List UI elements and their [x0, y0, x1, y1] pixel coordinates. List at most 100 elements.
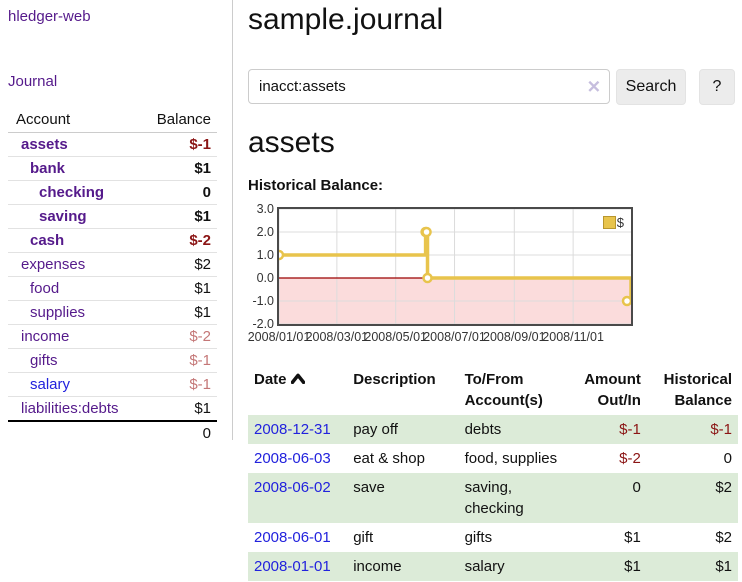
account-row: assets $-1 — [8, 133, 217, 157]
register-description: income — [353, 558, 402, 575]
register-amount: $-2 — [619, 450, 641, 467]
register-date-link[interactable]: 2008-06-03 — [254, 450, 331, 467]
register-accounts: debts — [464, 421, 502, 438]
y-tick-label: 3.0 — [256, 202, 274, 216]
account-row: supplies $1 — [8, 300, 217, 325]
account-link[interactable]: salary — [30, 376, 71, 393]
account-row: saving $1 — [8, 204, 217, 229]
sort-ascending-icon — [290, 373, 305, 385]
legend-label: $ — [616, 215, 624, 230]
y-tick-label: 0.0 — [256, 271, 274, 285]
register-description: eat & shop — [353, 450, 425, 467]
chart-plot-area: $ — [277, 207, 633, 326]
register-col-amount: Amount Out/In — [584, 371, 641, 409]
register-table: Date Description To/From Account(s) Amou… — [248, 365, 738, 581]
account-balance: $-2 — [143, 228, 217, 253]
register-accounts: saving, checking — [464, 479, 524, 517]
chart-x-axis: 2008/01/01 2008/03/01 2008/05/01 2008/07/01… — [248, 330, 641, 346]
account-balance: $-1 — [189, 136, 211, 153]
accounts-table: Account Balance assets $-1 bank $1 check… — [8, 108, 217, 445]
account-row: gifts $-1 — [8, 348, 217, 373]
register-description: save — [353, 479, 385, 496]
account-link[interactable]: cash — [30, 232, 65, 249]
accounts-header-row: Account Balance — [8, 108, 217, 133]
register-col-description: Description — [353, 371, 436, 388]
account-balance: $-1 — [143, 348, 217, 373]
register-accounts: gifts — [464, 529, 493, 546]
register-amount: $1 — [624, 558, 641, 575]
register-description: gift — [353, 529, 374, 546]
account-balance: $1 — [143, 156, 217, 181]
sidebar: hledger-web Journal Account Balance asse… — [0, 0, 233, 445]
account-link[interactable]: saving — [39, 208, 87, 225]
account-link[interactable]: food — [30, 280, 60, 297]
search-button[interactable]: Search — [616, 68, 686, 105]
register-balance: $2 — [715, 479, 732, 496]
account-link[interactable]: gifts — [30, 352, 58, 369]
register-header-row: Date Description To/From Account(s) Amou… — [248, 365, 738, 415]
sidebar-accounts-body: assets $-1 bank $1 checking 0 saving $1 … — [8, 133, 217, 421]
register-accounts: salary — [464, 558, 505, 575]
x-tick-label: 2008/11/01 — [542, 330, 604, 344]
clear-search-icon[interactable]: ✕ — [586, 77, 601, 96]
register-row: 2008-06-03 eat & shop food, supplies $-2… — [248, 444, 738, 473]
account-balance: $-2 — [143, 324, 217, 349]
y-tick-label: 2.0 — [256, 225, 274, 239]
register-date-link[interactable]: 2008-01-01 — [254, 558, 331, 575]
y-tick-label: -2.0 — [252, 317, 274, 331]
register-date-link[interactable]: 2008-06-02 — [254, 479, 331, 496]
x-tick-label: 2008/07/01 — [423, 330, 486, 344]
accounts-col-balance: Balance — [143, 108, 217, 133]
register-col-date[interactable]: Date — [248, 365, 347, 415]
account-row: food $1 — [8, 276, 217, 301]
register-amount: 0 — [632, 479, 641, 496]
y-tick-label: -1.0 — [252, 294, 274, 308]
register-date-link[interactable]: 2008-06-01 — [254, 529, 331, 546]
chart-y-axis: 3.0 2.0 1.0 0.0 -1.0 -2.0 — [248, 202, 274, 331]
register-row: 2008-12-31 pay off debts $-1 $-1 — [248, 415, 738, 444]
chart-canvas — [279, 209, 631, 324]
y-tick-label: 1.0 — [256, 248, 274, 262]
account-row: income $-2 — [8, 324, 217, 349]
register-amount: $1 — [624, 529, 641, 546]
chart-title: Historical Balance: — [248, 177, 384, 194]
register-date-link[interactable]: 2008-12-31 — [254, 421, 331, 438]
main-content: sample.journal ✕ Search ? assets Histori… — [248, 0, 738, 581]
x-tick-label: 2008/01/01 — [247, 330, 311, 344]
register-balance: $-1 — [710, 421, 732, 438]
register-row: 2008-06-01 gift gifts $1 $2 — [248, 523, 738, 552]
account-link[interactable]: assets — [21, 136, 68, 153]
account-row: checking 0 — [8, 180, 217, 205]
account-link[interactable]: liabilities:debts — [21, 400, 119, 417]
account-row: salary $-1 — [8, 372, 217, 397]
account-row: expenses $2 — [8, 252, 217, 277]
x-tick-label: 2008/05/01 — [364, 330, 427, 344]
register-accounts: food, supplies — [464, 450, 558, 467]
account-balance: $1 — [143, 276, 217, 301]
register-row: 2008-01-01 income salary $1 $1 — [248, 552, 738, 581]
help-button[interactable]: ? — [699, 68, 735, 105]
account-link[interactable]: income — [21, 328, 70, 345]
brand-link[interactable]: hledger-web — [8, 8, 91, 25]
register-balance: $1 — [715, 558, 732, 575]
account-balance: $2 — [143, 252, 217, 277]
accounts-total-row: 0 — [8, 420, 217, 445]
account-balance: 0 — [143, 180, 217, 205]
account-link[interactable]: checking — [39, 184, 105, 201]
account-link[interactable]: supplies — [30, 304, 86, 321]
search-form: ✕ Search ? — [248, 68, 738, 105]
account-link[interactable]: expenses — [21, 256, 86, 273]
register-balance: 0 — [723, 450, 732, 467]
register-description: pay off — [353, 421, 398, 438]
account-balance: $-1 — [143, 372, 217, 397]
sidebar-item-journal[interactable]: Journal — [8, 73, 58, 90]
accounts-col-account: Account — [8, 108, 144, 133]
historical-balance-chart: 3.0 2.0 1.0 0.0 -1.0 -2.0 $ 2008/01/01 2008/03… — [248, 202, 738, 348]
account-row: bank $1 — [8, 156, 217, 181]
x-tick-label: 2008/09/01 — [483, 330, 546, 344]
chart-legend: $ — [602, 215, 624, 230]
account-balance: $1 — [143, 204, 217, 229]
account-link[interactable]: bank — [30, 160, 66, 177]
account-title: assets — [248, 125, 335, 159]
search-input[interactable] — [248, 69, 610, 104]
